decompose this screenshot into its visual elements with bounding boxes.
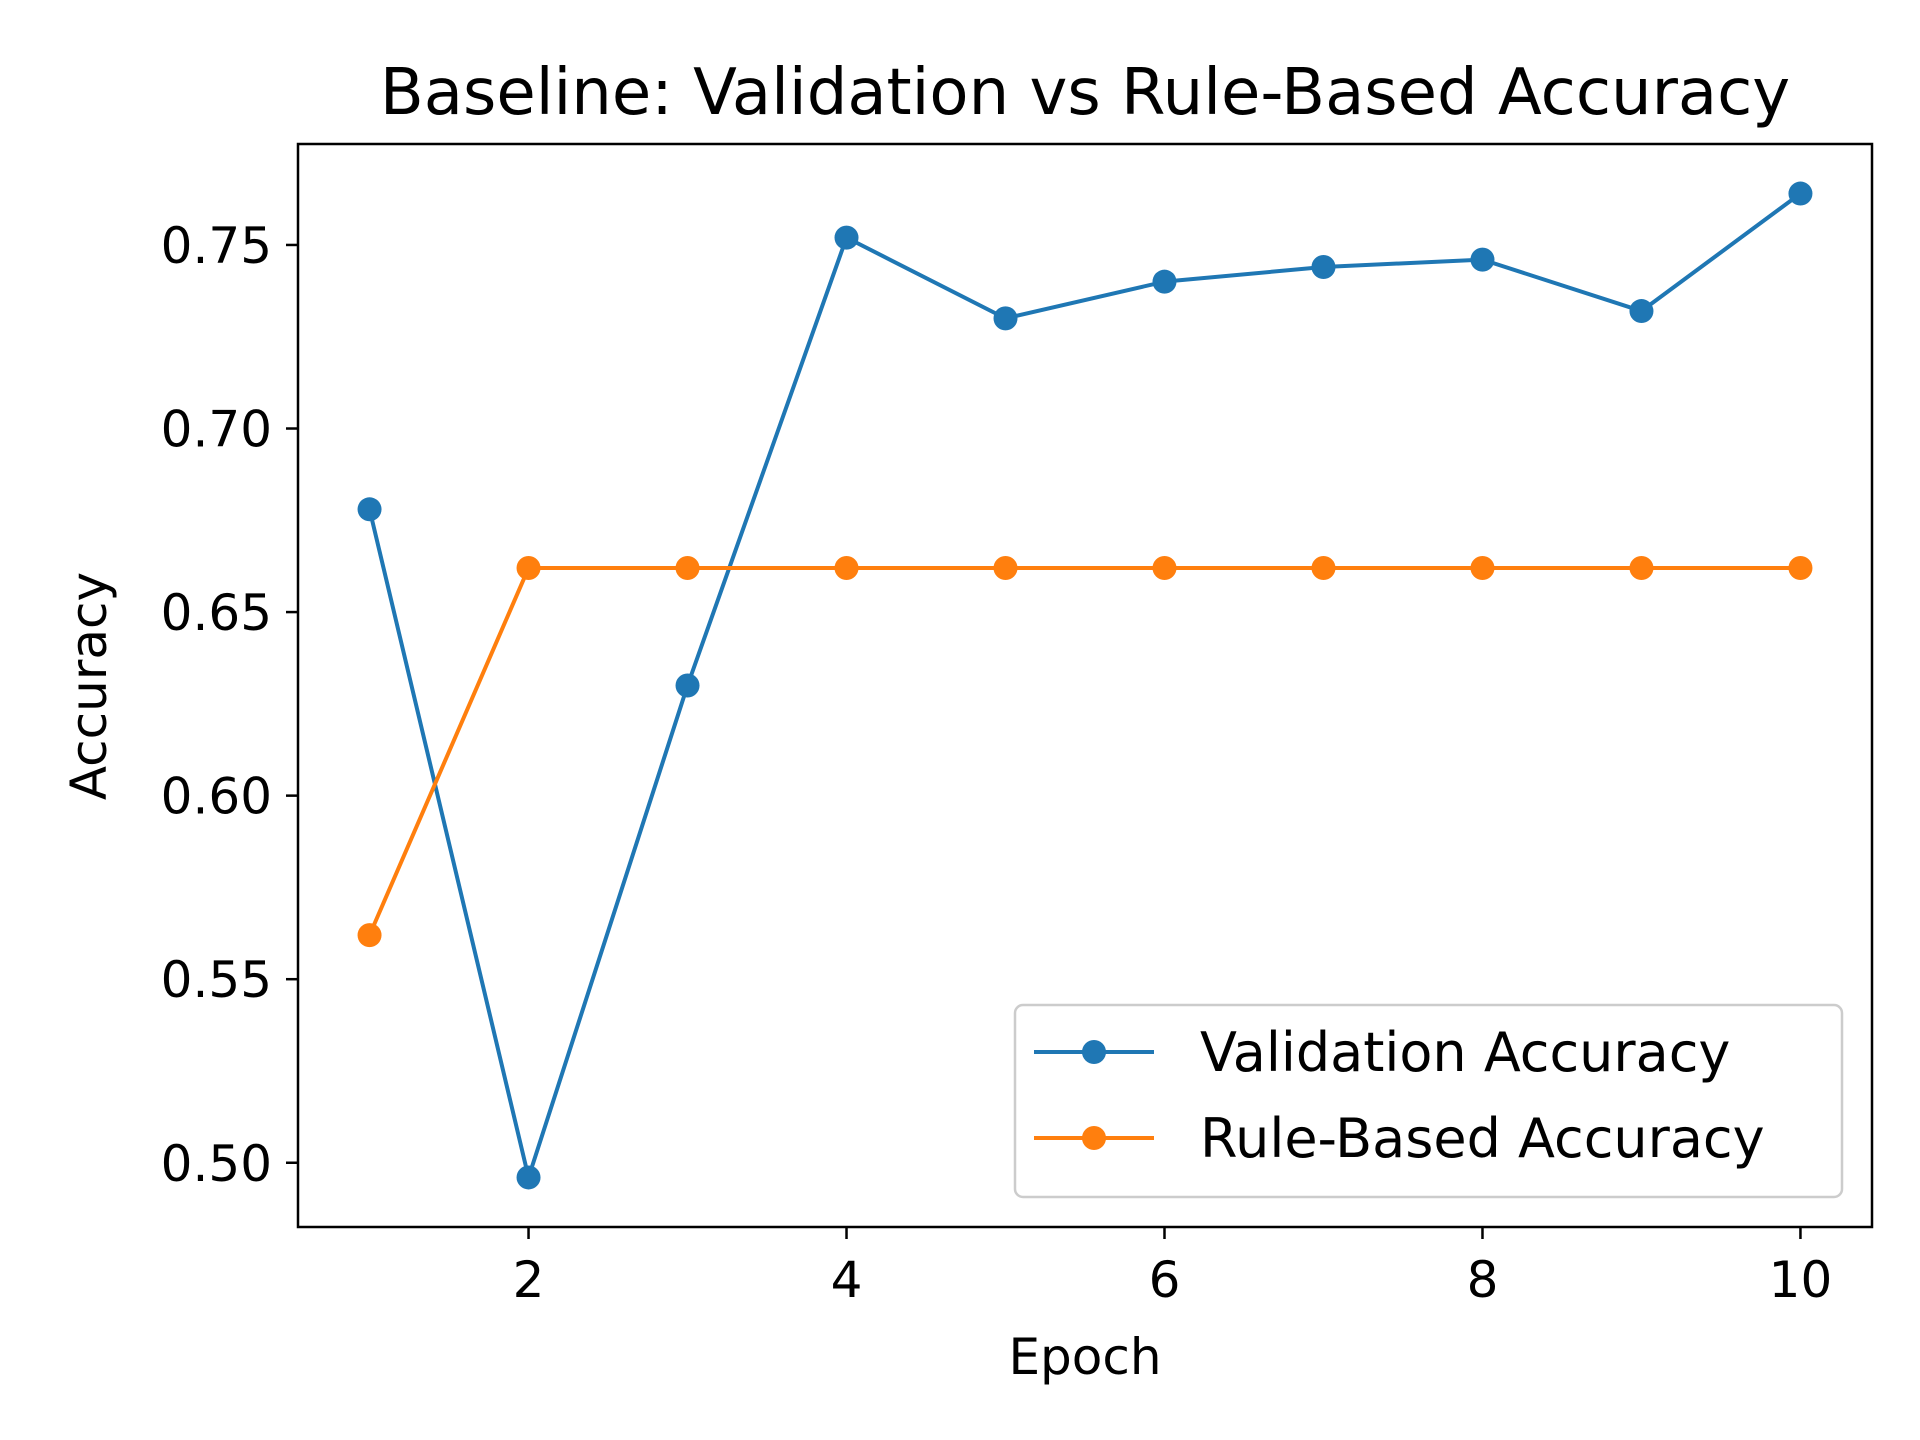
x-axis-ticks: 2 4 6 8 10 xyxy=(513,1227,1833,1309)
data-point-marker xyxy=(675,556,700,581)
plot-frame xyxy=(296,142,1874,1229)
series-line xyxy=(367,191,1802,1180)
data-point-marker xyxy=(993,306,1018,331)
x-tick-label: 8 xyxy=(1467,1251,1499,1309)
data-point-marker xyxy=(834,556,859,581)
data-point-marker xyxy=(1470,247,1495,272)
x-tick-label: 6 xyxy=(1149,1251,1181,1309)
y-axis-ticks: 0.50 0.55 0.60 0.65 0.70 0.75 xyxy=(161,217,298,1193)
y-tick-label: 0.55 xyxy=(161,951,272,1009)
x-axis-label: Epoch xyxy=(1008,1328,1161,1386)
data-point-marker xyxy=(1311,254,1336,279)
data-point-marker xyxy=(1788,181,1813,206)
data-point-marker xyxy=(1152,269,1177,294)
legend-entries: Validation Accuracy Rule-Based Accuracy xyxy=(1034,1021,1765,1170)
x-tick-label: 4 xyxy=(831,1251,863,1309)
x-tick-label: 10 xyxy=(1769,1251,1833,1309)
data-point-marker xyxy=(834,225,859,250)
y-axis-label: Accuracy xyxy=(60,572,118,800)
legend: Validation Accuracy Rule-Based Accuracy xyxy=(1013,1003,1844,1199)
legend-marker xyxy=(1082,1126,1106,1150)
data-point-marker xyxy=(993,556,1018,581)
series-rule-based-accuracy xyxy=(357,556,1813,948)
data-point-marker xyxy=(675,673,700,698)
data-point-marker xyxy=(1152,556,1177,581)
data-point-marker xyxy=(357,497,382,522)
y-tick-label: 0.65 xyxy=(161,584,272,642)
data-point-marker xyxy=(1311,556,1336,581)
legend-label: Validation Accuracy xyxy=(1200,1021,1730,1084)
data-point-marker xyxy=(357,923,382,948)
y-tick-label: 0.70 xyxy=(161,401,272,459)
data-point-marker xyxy=(1629,556,1654,581)
y-tick-label: 0.50 xyxy=(161,1135,272,1193)
x-tick-label: 2 xyxy=(513,1251,545,1309)
y-tick-label: 0.60 xyxy=(161,768,272,826)
series-layer xyxy=(357,181,1813,1190)
legend-label: Rule-Based Accuracy xyxy=(1200,1107,1765,1170)
data-point-marker xyxy=(516,1165,541,1190)
y-tick-label: 0.75 xyxy=(161,217,272,275)
data-point-marker xyxy=(1788,556,1813,581)
series-line xyxy=(367,566,1801,936)
data-point-marker xyxy=(1470,556,1495,581)
data-point-marker xyxy=(516,556,541,581)
legend-marker xyxy=(1082,1040,1106,1064)
data-point-marker xyxy=(1629,299,1654,324)
series-validation-accuracy xyxy=(357,181,1813,1190)
chart-title: Baseline: Validation vs Rule-Based Accur… xyxy=(380,56,1790,130)
legend-box xyxy=(1013,1003,1844,1199)
